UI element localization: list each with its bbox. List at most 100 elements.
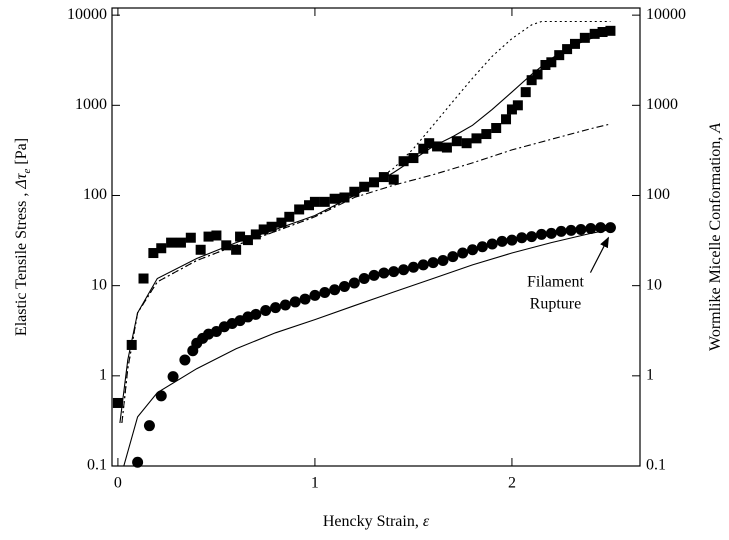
- y-tick-label: 0.1: [87, 457, 107, 474]
- square-marker: [378, 172, 389, 183]
- square-marker: [520, 87, 531, 98]
- circle-marker: [467, 244, 479, 256]
- square-marker: [175, 237, 186, 248]
- square-marker: [138, 273, 149, 284]
- circle-marker: [526, 231, 538, 243]
- circle-marker: [358, 273, 370, 285]
- circle-marker: [457, 247, 469, 259]
- square-marker: [506, 104, 517, 115]
- square-marker: [319, 196, 330, 207]
- circle-marker: [516, 232, 528, 244]
- square-marker: [388, 174, 399, 185]
- y-label-unit: [Pa]: [13, 138, 30, 169]
- square-marker: [231, 244, 242, 255]
- square-marker: [540, 59, 551, 70]
- circle-marker: [427, 257, 439, 269]
- y-tick-label: 1000: [75, 96, 107, 113]
- square-marker: [258, 224, 269, 235]
- square-marker: [211, 230, 222, 241]
- circle-marker: [279, 299, 291, 311]
- circle-marker: [132, 456, 144, 468]
- square-marker: [526, 75, 537, 86]
- circle-marker: [250, 308, 262, 320]
- square-marker: [148, 248, 159, 259]
- square-marker: [195, 244, 206, 255]
- square-marker: [166, 237, 177, 248]
- circle-marker: [155, 390, 167, 402]
- square-marker: [250, 229, 261, 240]
- square-marker: [532, 69, 543, 80]
- circle-marker: [338, 280, 350, 292]
- circle-marker: [437, 255, 449, 267]
- square-marker: [461, 138, 472, 149]
- circle-marker: [486, 238, 498, 250]
- line-series: [123, 228, 611, 467]
- circle-marker: [289, 296, 301, 308]
- square-marker: [554, 50, 565, 61]
- square-marker: [242, 235, 253, 246]
- circle-marker: [388, 266, 400, 278]
- square-marker: [546, 57, 557, 68]
- circle-marker: [604, 222, 616, 234]
- square-marker: [501, 114, 512, 125]
- x-tick-label: 1: [311, 475, 319, 492]
- square-marker: [408, 153, 419, 164]
- square-marker: [339, 192, 350, 203]
- y-label-text: Elastic Tensile Stress ,: [13, 189, 30, 336]
- square-marker: [156, 243, 167, 254]
- circle-marker: [447, 251, 459, 263]
- square-marker: [276, 217, 287, 228]
- square-marker: [491, 123, 502, 134]
- square-marker: [112, 397, 123, 408]
- square-marker: [203, 231, 214, 242]
- square-marker: [284, 211, 295, 222]
- line-series: [119, 32, 611, 424]
- circle-marker: [299, 293, 311, 305]
- square-marker: [398, 156, 409, 167]
- square-marker: [349, 186, 360, 197]
- circle-marker: [575, 223, 587, 235]
- circle-marker: [496, 235, 508, 247]
- circle-marker: [329, 284, 341, 296]
- square-marker: [359, 181, 370, 192]
- circle-marker: [378, 267, 390, 279]
- circle-marker: [565, 224, 577, 236]
- circle-marker: [319, 286, 331, 298]
- circle-marker: [210, 326, 222, 338]
- line-series: [121, 20, 611, 424]
- circle-marker: [143, 420, 155, 432]
- square-marker: [432, 141, 443, 152]
- square-marker: [589, 28, 600, 39]
- y-label-sub: e: [21, 168, 33, 173]
- square-marker: [221, 240, 232, 251]
- y2-label-text: Wormlike Micelle Conformation,: [707, 133, 724, 351]
- circle-marker: [348, 277, 360, 289]
- square-marker: [329, 193, 340, 204]
- square-marker: [424, 138, 435, 149]
- y2-tick-label: 10000: [646, 6, 686, 23]
- y-label-symbol: Δτ: [13, 172, 30, 189]
- x-label-symbol: ε: [423, 513, 430, 530]
- square-marker: [579, 32, 590, 43]
- square-marker: [294, 204, 305, 215]
- annotation-text: Rupture: [530, 295, 582, 312]
- square-marker: [451, 136, 462, 147]
- x-axis-label: Hencky Strain, ε: [323, 513, 430, 530]
- y2-tick-label: 0.1: [646, 457, 666, 474]
- square-marker: [235, 231, 246, 242]
- y2-tick-label: 10: [646, 276, 662, 293]
- square-marker: [304, 200, 315, 211]
- y-tick-label: 10000: [67, 6, 107, 23]
- square-marker: [185, 232, 196, 243]
- square-marker: [597, 27, 608, 38]
- circle-marker: [407, 261, 419, 273]
- y-tick-label: 1: [99, 366, 107, 383]
- circle-marker: [270, 302, 282, 314]
- y2-tick-label: 1: [646, 366, 654, 383]
- x-label-text: Hencky Strain,: [323, 513, 423, 530]
- circle-marker: [417, 259, 429, 271]
- y2-tick-label: 100: [646, 186, 670, 203]
- square-marker: [605, 25, 616, 36]
- square-marker: [309, 196, 320, 207]
